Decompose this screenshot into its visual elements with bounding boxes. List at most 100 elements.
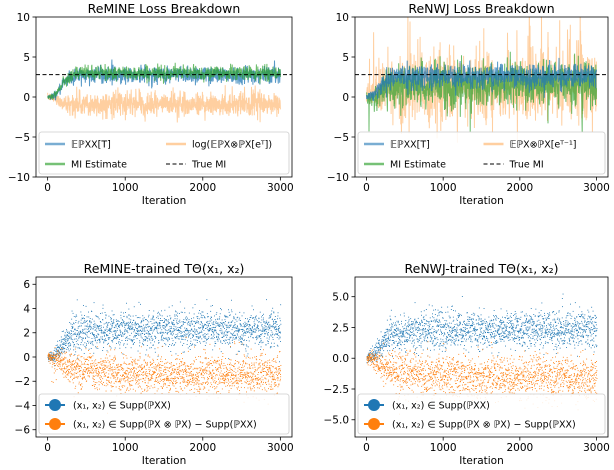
- scatter-point: [160, 375, 162, 377]
- x-tick-label: 1000: [430, 182, 457, 194]
- scatter-point: [249, 319, 251, 320]
- scatter-point: [438, 319, 440, 321]
- scatter-point: [71, 365, 73, 367]
- scatter-point: [63, 351, 65, 353]
- scatter-point: [112, 323, 114, 325]
- scatter-point: [434, 336, 436, 337]
- scatter-point: [259, 377, 261, 379]
- scatter-point: [82, 378, 83, 380]
- scatter-point: [145, 354, 147, 356]
- scatter-point: [473, 328, 475, 330]
- scatter-point: [218, 334, 220, 336]
- scatter-point: [188, 319, 190, 320]
- scatter-point: [430, 336, 432, 338]
- scatter-point: [238, 331, 240, 333]
- scatter-point: [426, 320, 428, 322]
- scatter-point: [495, 341, 497, 343]
- scatter-point: [429, 332, 431, 333]
- scatter-point: [368, 355, 370, 356]
- scatter-point: [63, 343, 65, 345]
- scatter-point: [240, 369, 242, 371]
- scatter-point: [248, 380, 250, 382]
- scatter-point: [223, 340, 225, 342]
- scatter-point: [154, 341, 155, 343]
- scatter-point: [207, 379, 209, 381]
- scatter-point: [115, 331, 117, 333]
- scatter-point: [170, 318, 171, 320]
- scatter-point: [56, 358, 57, 360]
- scatter-point: [86, 369, 87, 371]
- scatter-point: [275, 360, 277, 362]
- scatter-point: [390, 327, 392, 329]
- scatter-point: [144, 326, 146, 328]
- scatter-point: [383, 340, 385, 342]
- scatter-point: [54, 359, 56, 361]
- scatter-point: [183, 321, 184, 323]
- scatter-point: [77, 339, 79, 341]
- scatter-point: [148, 380, 150, 382]
- scatter-point: [93, 380, 95, 382]
- scatter-point: [375, 344, 377, 346]
- scatter-point: [467, 331, 468, 333]
- scatter-point: [248, 375, 249, 377]
- scatter-point: [194, 367, 196, 369]
- scatter-point: [129, 381, 131, 383]
- scatter-point: [237, 334, 239, 336]
- scatter-point: [406, 340, 407, 341]
- scatter-point: [148, 310, 150, 311]
- scatter-point: [228, 326, 230, 328]
- scatter-point: [244, 326, 246, 328]
- scatter-point: [206, 363, 208, 365]
- scatter-point: [480, 314, 482, 316]
- scatter-point: [137, 372, 138, 373]
- scatter-point: [391, 340, 393, 341]
- scatter-point: [230, 346, 231, 348]
- scatter-point: [201, 311, 203, 313]
- scatter-point: [125, 331, 127, 332]
- scatter-point: [423, 329, 425, 331]
- scatter-point: [238, 366, 240, 368]
- scatter-point: [386, 319, 388, 321]
- scatter-point: [166, 380, 168, 381]
- scatter-point: [190, 375, 192, 376]
- scatter-point: [435, 309, 436, 311]
- scatter-point: [487, 324, 489, 326]
- scatter-point: [500, 326, 502, 328]
- scatter-point: [120, 367, 122, 369]
- scatter-point: [103, 361, 105, 363]
- scatter-point: [74, 366, 75, 368]
- scatter-point: [102, 368, 103, 370]
- scatter-point: [86, 380, 88, 382]
- scatter-point: [57, 354, 59, 356]
- scatter-point: [224, 328, 225, 329]
- scatter-point: [499, 339, 501, 340]
- scatter-point: [484, 318, 486, 320]
- scatter-point: [261, 360, 263, 362]
- scatter-point: [100, 313, 101, 314]
- scatter-point: [61, 338, 63, 340]
- scatter-point: [370, 352, 371, 354]
- scatter-point: [216, 339, 218, 341]
- scatter-point: [198, 332, 200, 334]
- scatter-point: [66, 340, 68, 342]
- scatter-point: [402, 334, 404, 336]
- scatter-point: [394, 316, 396, 318]
- scatter-point: [157, 355, 159, 357]
- scatter-point: [376, 347, 378, 349]
- scatter-point: [393, 340, 394, 341]
- scatter-point: [204, 324, 206, 325]
- scatter-point: [94, 334, 95, 336]
- scatter-point: [389, 339, 391, 341]
- scatter-point: [197, 376, 199, 377]
- scatter-point: [138, 359, 140, 361]
- scatter-point: [230, 379, 231, 380]
- scatter-point: [114, 371, 116, 373]
- legend: 𝔼ℙXX[T] log(𝔼ℙX⊗ℙX[eᵀ])MI Estimate True MI: [38, 131, 290, 175]
- scatter-point: [76, 330, 78, 331]
- scatter-point: [394, 329, 396, 330]
- scatter-point: [402, 341, 403, 343]
- scatter-point: [378, 343, 380, 345]
- scatter-point: [149, 338, 150, 340]
- scatter-point: [119, 329, 121, 331]
- scatter-point: [262, 379, 264, 381]
